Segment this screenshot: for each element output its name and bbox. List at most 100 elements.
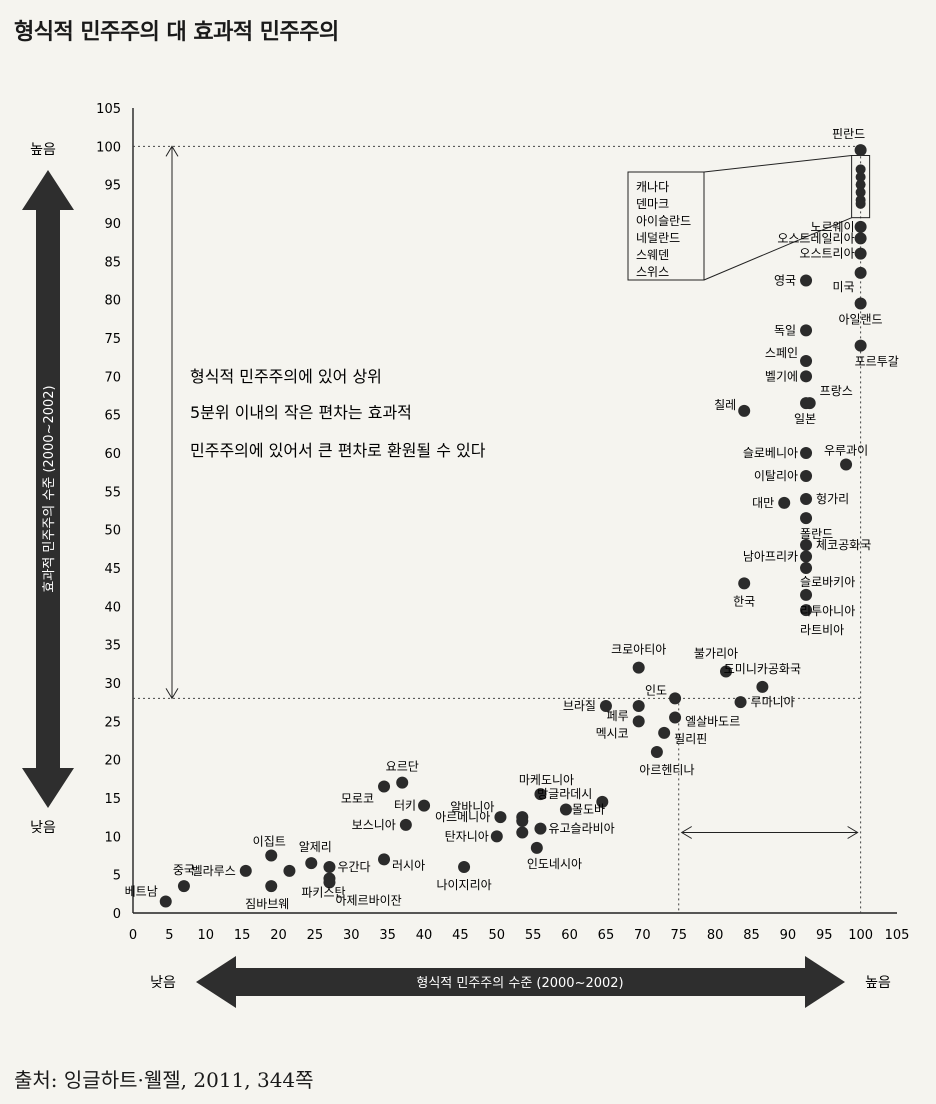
- point-label: 인도: [645, 683, 667, 697]
- data-point: [534, 822, 547, 835]
- point-label: 미국: [833, 280, 855, 294]
- data-point: [650, 746, 663, 758]
- x-tick-label: 100: [848, 928, 873, 943]
- data-point: [516, 826, 529, 839]
- x-tick-label: 15: [234, 928, 251, 943]
- source-note: 출처: 잉글하트·웰젤, 2011, 344쪽: [14, 1068, 314, 1092]
- data-point: [734, 696, 747, 709]
- data-points: [159, 144, 867, 908]
- point-label: 대만: [752, 496, 774, 510]
- point-label: 파키스탄: [301, 886, 345, 900]
- point-label: 우루과이: [824, 444, 868, 458]
- data-point: [855, 164, 866, 175]
- y-arrow-shape: [22, 170, 74, 808]
- y-low-label: 낮음: [30, 820, 56, 836]
- data-point: [800, 562, 813, 574]
- point-label: 헝가리: [816, 492, 849, 506]
- page-title: 형식적 민주주의 대 효과적 민주주의: [14, 20, 339, 45]
- data-point: [669, 692, 682, 705]
- x-tick-label: 85: [743, 928, 760, 943]
- point-label: 알제리: [299, 840, 332, 854]
- x-tick-label: 40: [416, 928, 433, 943]
- x-tick-label: 55: [525, 928, 542, 943]
- y-tick-label: 65: [104, 409, 121, 424]
- point-label: 리투아니아: [800, 604, 855, 618]
- x-tick-label: 70: [634, 928, 651, 943]
- y-tick-label: 35: [104, 639, 121, 654]
- data-point: [855, 187, 866, 198]
- x-tick-label: 50: [489, 928, 506, 943]
- point-label: 오스트리아: [799, 247, 854, 261]
- point-label: 보스니아: [352, 818, 396, 832]
- point-label: 엘살바도르: [685, 715, 740, 729]
- x-tick-label: 30: [343, 928, 360, 943]
- data-point: [418, 799, 431, 812]
- x-tick-label: 75: [670, 928, 687, 943]
- annotation-line-1: 형식적 민주주의에 있어 상위: [190, 367, 382, 386]
- annotation-line-2: 5분위 이내의 작은 편차는 효과적: [190, 403, 412, 422]
- data-point: [778, 496, 791, 509]
- data-point: [854, 297, 867, 310]
- data-point: [854, 247, 867, 260]
- y-tick-label: 0: [113, 907, 121, 922]
- y-tick-label: 10: [104, 830, 121, 845]
- x-tick-label: 5: [165, 928, 173, 943]
- point-label: 브라질: [563, 699, 596, 713]
- point-label: 아르헨티나: [639, 763, 694, 777]
- point-label: 일본: [794, 412, 816, 426]
- point-label: 짐바브웨: [245, 897, 289, 911]
- point-label: 아제르바이잔: [335, 893, 401, 907]
- point-label: 방글라데시: [537, 787, 592, 801]
- y-tick-label: 25: [104, 715, 121, 730]
- point-label: 체코공화국: [816, 538, 871, 552]
- data-point: [396, 776, 409, 789]
- data-point: [854, 144, 867, 157]
- data-point: [283, 864, 296, 877]
- point-label: 벨기에: [765, 369, 798, 383]
- data-point: [800, 447, 813, 459]
- cluster-label: 스웨덴: [636, 248, 669, 262]
- data-point: [490, 830, 503, 843]
- data-point: [855, 172, 866, 182]
- span-arrow-vertical-head-bottom: [165, 688, 179, 700]
- data-point: [265, 849, 278, 862]
- point-label: 마케도니아: [519, 773, 574, 787]
- cluster-connector-bottom: [703, 217, 852, 281]
- point-label: 스페인: [765, 346, 798, 360]
- data-point: [800, 493, 813, 505]
- span-arrow-horizontal-head-left: [680, 826, 692, 839]
- point-label: 아일랜드: [838, 313, 882, 327]
- x-low-label: 낮음: [150, 975, 176, 991]
- point-label: 인도네시아: [527, 857, 582, 871]
- data-point: [632, 661, 645, 674]
- data-point: [854, 339, 867, 352]
- x-axis-arrow: 형식적 민주주의 수준 (2000~2002) 낮음 높음: [150, 956, 891, 1008]
- point-label: 슬로바키아: [800, 575, 855, 589]
- y-tick-label: 40: [104, 600, 121, 615]
- point-label: 포르투갈: [855, 355, 899, 369]
- x-tick-label: 105: [885, 928, 910, 943]
- data-point: [494, 811, 507, 824]
- point-label: 오스트레일리아: [777, 231, 854, 245]
- point-label: 이집트: [253, 835, 286, 849]
- x-axis-ticks: 0 5 10 15 20 25 30 35 40 45 50 55 60 65 70 75 80 85 90 95 10…: [129, 928, 910, 943]
- span-arrow-vertical-head-top: [165, 145, 179, 157]
- span-arrow-horizontal-head-right: [847, 826, 859, 839]
- cluster-label: 덴마크: [636, 197, 669, 211]
- data-point: [800, 470, 813, 482]
- y-tick-label: 20: [104, 754, 121, 769]
- y-tick-label: 100: [96, 140, 121, 155]
- point-label: 한국: [733, 594, 755, 608]
- point-label: 요르단: [386, 760, 419, 774]
- point-label: 필리핀: [674, 732, 707, 746]
- y-axis-arrow: 효과적 민주주의 수준 (2000~2002) 높음 낮음: [22, 142, 74, 836]
- data-point: [658, 726, 671, 739]
- y-tick-label: 45: [104, 562, 121, 577]
- point-label: 나이지리아: [436, 878, 491, 892]
- data-point: [800, 324, 813, 337]
- data-point: [378, 853, 391, 866]
- point-label: 멕시코: [596, 726, 629, 740]
- cluster-label: 캐나다: [636, 180, 669, 194]
- point-label: 칠레: [714, 398, 736, 412]
